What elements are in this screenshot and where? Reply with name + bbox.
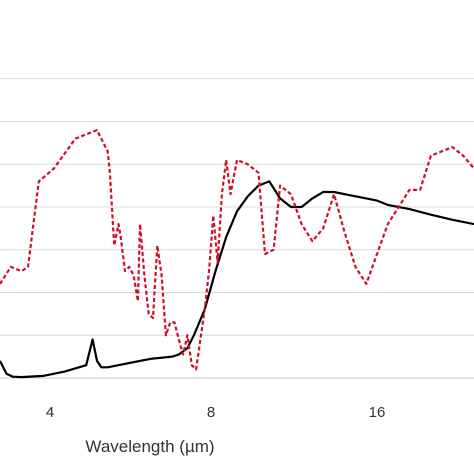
x-tick-label-8: 8 bbox=[207, 404, 215, 421]
series-line-black-solid bbox=[0, 180, 474, 379]
gridlines bbox=[0, 78, 474, 336]
x-axis-title: Wavelength (µm) bbox=[85, 437, 214, 456]
x-tick-label-4: 4 bbox=[46, 404, 54, 421]
series-layer bbox=[0, 129, 474, 379]
x-tick-labels: 4 8 16 bbox=[46, 404, 386, 421]
x-tick-label-16: 16 bbox=[369, 404, 386, 421]
series-line-red-dashed bbox=[0, 129, 474, 371]
